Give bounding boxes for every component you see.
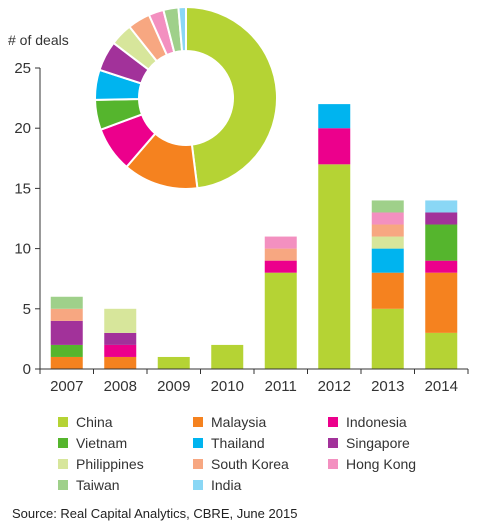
x-tick-label: 2012 — [318, 378, 351, 395]
bar-segment — [425, 200, 458, 213]
legend-item: Taiwan — [58, 477, 120, 493]
legend-item: Philippines — [58, 456, 144, 472]
y-tick-label: 20 — [14, 120, 31, 137]
x-tick-label: 2008 — [104, 378, 137, 395]
bar-segment — [318, 128, 351, 165]
bar-segment — [50, 344, 83, 357]
bar-segment — [104, 356, 137, 369]
y-axis-title: # of deals — [8, 32, 69, 48]
bar-segment — [371, 248, 404, 273]
legend-item: Malaysia — [193, 414, 266, 430]
bar-segment — [425, 332, 458, 369]
bar-segment — [371, 224, 404, 237]
y-tick-label: 25 — [14, 60, 31, 77]
x-tick-label: 2009 — [157, 378, 190, 395]
y-tick-label: 15 — [14, 180, 31, 197]
legend-label: South Korea — [211, 456, 289, 472]
y-tick-label: 5 — [23, 301, 31, 318]
bar-segment — [157, 356, 190, 369]
legend-label: India — [211, 477, 242, 493]
bar-segment — [104, 332, 137, 345]
donut-slice — [177, 5, 187, 53]
bar-segment — [50, 308, 83, 321]
legend-swatch — [58, 459, 68, 469]
bar-segment — [371, 272, 404, 309]
legend-swatch — [328, 459, 338, 469]
legend-swatch — [193, 480, 203, 490]
legend-label: Vietnam — [76, 435, 128, 451]
legend-item: Singapore — [328, 435, 410, 451]
legend-label: Malaysia — [211, 414, 267, 430]
x-tick-label: 2007 — [50, 378, 83, 395]
bar-segment — [425, 212, 458, 225]
bar-segment — [425, 272, 458, 333]
y-tick-label: 10 — [14, 241, 31, 258]
legend-label: China — [76, 414, 113, 430]
y-tick-label: 0 — [23, 361, 31, 378]
x-tick-label: 2011 — [265, 378, 297, 395]
bar-segment — [104, 344, 137, 357]
x-tick-label: 2010 — [211, 378, 244, 395]
legend-swatch — [193, 438, 203, 448]
bar-segment — [371, 236, 404, 249]
bar-segment — [50, 320, 83, 345]
legend-swatch — [193, 459, 203, 469]
legend-item: Thailand — [193, 435, 265, 451]
legend-swatch — [328, 417, 338, 427]
stacked-bar-group — [50, 104, 458, 369]
bar-segment — [318, 104, 351, 129]
legend-item: China — [58, 414, 113, 430]
legend-swatch — [193, 417, 203, 427]
legend-item: India — [193, 477, 241, 493]
bar-segment — [425, 224, 458, 261]
bar-segment — [264, 260, 297, 273]
bar-segment — [264, 272, 297, 369]
legend-item: South Korea — [193, 456, 289, 472]
legend-label: Philippines — [76, 456, 144, 472]
bar-segment — [371, 212, 404, 225]
donut-chart — [93, 5, 278, 190]
legend-swatch — [58, 480, 68, 490]
legend-label: Singapore — [346, 435, 410, 451]
bar-segment — [50, 296, 83, 309]
bar-segment — [211, 344, 244, 369]
donut-slice — [185, 5, 278, 190]
legend-label: Indonesia — [346, 414, 407, 430]
x-tick-label: 2013 — [371, 378, 404, 395]
legend-swatch — [58, 417, 68, 427]
legend-label: Taiwan — [76, 477, 120, 493]
bar-segment — [371, 308, 404, 369]
x-tick-label: 2014 — [425, 378, 458, 395]
bar-segment — [264, 236, 297, 249]
chart: 0 5 10 15 20 25 2007 2008 2009 2010 2011 2012 2013 20… — [14, 5, 469, 395]
legend-swatch — [328, 438, 338, 448]
bar-segment — [425, 260, 458, 273]
bar-segment — [318, 164, 351, 369]
bar-segment — [371, 200, 404, 213]
bar-segment — [50, 356, 83, 369]
legend-swatch — [58, 438, 68, 448]
bar-segment — [104, 308, 137, 333]
source-note: Source: Real Capital Analytics, CBRE, Ju… — [12, 506, 298, 521]
legend-label: Hong Kong — [346, 456, 417, 472]
legend-item: Indonesia — [328, 414, 407, 430]
axes: 0 5 10 15 20 25 2007 2008 2009 2010 2011 2012 2013 20… — [14, 60, 469, 395]
bar-segment — [264, 248, 297, 261]
legend-label: Thailand — [211, 435, 265, 451]
legend-item: Vietnam — [58, 435, 127, 451]
legend-item: Hong Kong — [328, 456, 416, 472]
